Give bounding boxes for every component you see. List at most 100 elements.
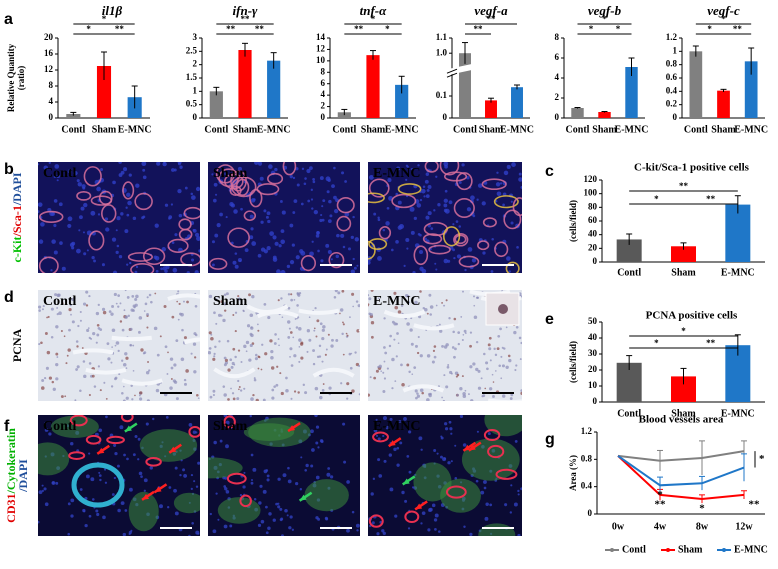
- x-tick-label: Sham: [479, 124, 504, 135]
- x-tick-label: Contl: [566, 124, 590, 135]
- panel-letter: d: [4, 289, 14, 306]
- chart-title: il1β: [102, 3, 123, 18]
- significance-label: *: [616, 24, 621, 34]
- bar: [689, 51, 703, 119]
- panel-letter: g: [545, 431, 555, 448]
- significance-label: *: [654, 338, 659, 348]
- bar: [459, 53, 471, 119]
- y-tick-label: 6: [555, 52, 560, 62]
- micrograph: Contl: [38, 415, 200, 536]
- x-tick-label: E-MNC: [257, 124, 291, 135]
- significance-label: **: [115, 24, 125, 34]
- y-tick-label: 10: [588, 380, 598, 390]
- x-tick-label: E-MNC: [721, 267, 755, 278]
- bar: [66, 114, 81, 118]
- axis-break-mark: [446, 68, 458, 74]
- bar: [96, 66, 112, 118]
- y-tick-label: 2: [193, 59, 198, 69]
- y-tick-label: 10: [316, 55, 326, 65]
- micrograph: E-MNC: [368, 290, 522, 401]
- significance-label: *: [602, 14, 607, 24]
- y-tick-label: 1.2: [581, 426, 593, 436]
- significance-label: *: [699, 502, 705, 514]
- chart-title: C-kit/Sca-1 positive cells: [634, 162, 750, 174]
- row-label-part: CD31: [4, 493, 18, 522]
- x-tick-label: E-MNC: [721, 408, 755, 419]
- x-tick-label: E-MNC: [734, 124, 768, 135]
- micrograph: Sham: [208, 162, 360, 273]
- x-tick-label: Sham: [361, 124, 386, 135]
- chart-title: vegf-a: [474, 3, 508, 18]
- row-label-part: /DAPI: [10, 172, 24, 206]
- legend-marker: [666, 548, 670, 552]
- significance-label: *: [654, 194, 659, 204]
- significance-label: *: [681, 326, 686, 336]
- y-tick-label: 0.6: [666, 72, 678, 82]
- x-tick-label: Sham: [233, 124, 258, 135]
- row-label-part: PCNA: [10, 329, 24, 363]
- y-tick-label: 30: [588, 348, 598, 358]
- legend-label: E-MNC: [734, 544, 768, 555]
- legend-label: Contl: [622, 544, 646, 555]
- significance-label: **: [706, 194, 716, 204]
- x-tick-label: Sham: [92, 124, 117, 135]
- row-label: c-Kit/Sca-1/DAPI: [10, 172, 24, 262]
- y-tick-label: 20: [44, 32, 54, 42]
- x-tick-label: Sham: [671, 408, 696, 419]
- x-tick-label: E-MNC: [615, 124, 649, 135]
- y-tick-label: 1.5: [186, 72, 198, 82]
- image-label: Contl: [43, 166, 77, 181]
- y-tick-label: 8: [321, 66, 326, 76]
- bar: [671, 246, 696, 262]
- y-tick-label: 3: [193, 32, 198, 42]
- y-tick-label: 0.1: [436, 90, 448, 100]
- y-tick-label: 2: [555, 92, 560, 102]
- y-tick-label: 16: [44, 48, 54, 58]
- micrograph: E-MNC: [368, 162, 522, 273]
- chart-title: vegf-c: [707, 3, 740, 18]
- inset: [485, 292, 520, 326]
- y-tick-label: 0: [588, 508, 593, 518]
- bar: [209, 91, 223, 118]
- y-tick-label: 1.0: [436, 47, 448, 57]
- x-tick-label: Contl: [684, 124, 708, 135]
- bar: [485, 100, 497, 118]
- bar: [238, 50, 252, 118]
- y-tick-label: 60: [588, 215, 598, 225]
- micrograph: E-MNC: [368, 415, 522, 536]
- chart-title: Blood vessels area: [639, 414, 724, 426]
- micrograph: Contl: [38, 162, 200, 273]
- significance-label: *: [657, 489, 663, 501]
- y-tick-label: 12: [44, 64, 54, 74]
- x-tick-label: Contl: [332, 124, 356, 135]
- significance-label: **: [255, 24, 265, 34]
- y-tick-label: 4: [555, 72, 560, 82]
- micrograph: Sham: [208, 290, 360, 401]
- significance-label: *: [371, 14, 376, 24]
- x-tick-label: 0w: [612, 521, 625, 532]
- x-tick-label: Sham: [592, 124, 617, 135]
- micrograph: Contl: [38, 290, 200, 401]
- series-line: [617, 455, 745, 500]
- y-tick-label: 14: [316, 32, 326, 42]
- x-tick-label: Contl: [617, 408, 641, 419]
- y-tick-label: 8: [49, 80, 54, 90]
- row-label: CD31/Cytokeratin: [4, 428, 18, 523]
- y-tick-label: 40: [588, 229, 598, 239]
- y-tick-label: 6: [321, 78, 326, 88]
- y-tick-label: 2.5: [186, 45, 198, 55]
- bar: [366, 55, 380, 118]
- x-tick-label: Sham: [711, 124, 736, 135]
- bar: [717, 90, 730, 118]
- x-tick-label: E-MNC: [118, 124, 152, 135]
- micrograph: Sham: [208, 415, 360, 536]
- row-label-part: /DAPI: [16, 459, 30, 493]
- y-tick-label: 20: [588, 364, 598, 374]
- significance-label: **: [706, 338, 716, 348]
- chart-title: vegf-b: [588, 3, 622, 18]
- y-tick-label: 0: [49, 112, 54, 122]
- y-tick-label: 0: [443, 112, 448, 122]
- bar: [598, 112, 611, 118]
- row-label: PCNA: [10, 329, 24, 363]
